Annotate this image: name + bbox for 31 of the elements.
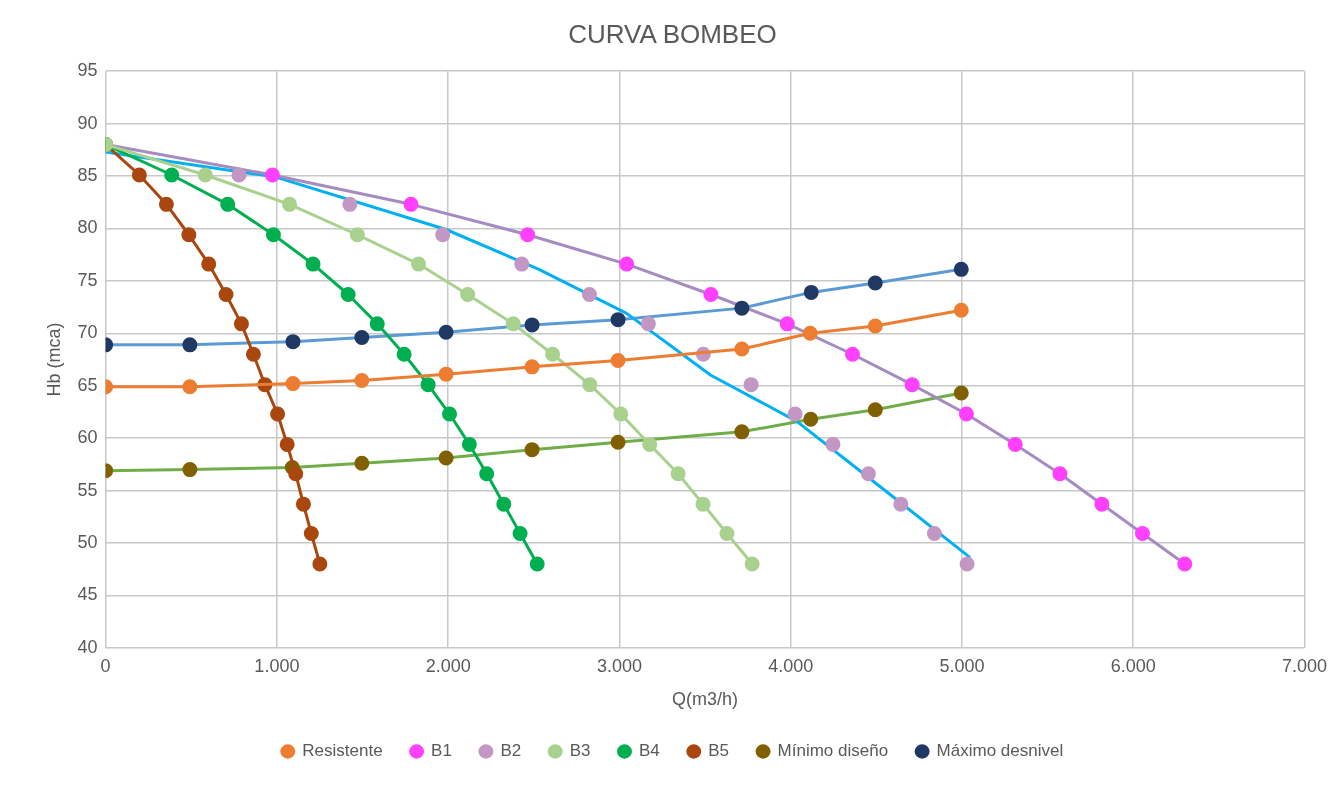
y-tick-label: 70 — [77, 322, 98, 343]
y-tick-label: 75 — [77, 269, 98, 290]
legend-label: Resistente — [302, 741, 383, 761]
y-tick-label: 65 — [77, 374, 98, 395]
y-tick-label: 90 — [77, 112, 98, 133]
y-tick-label: 85 — [77, 165, 98, 186]
legend-label: B4 — [638, 741, 660, 761]
x-tick-label: 5.000 — [939, 655, 985, 676]
y-tick-label: 55 — [77, 479, 98, 500]
y-tick-label: 50 — [77, 531, 98, 552]
x-tick-label: 2.000 — [425, 655, 471, 676]
legend-label: Máximo desnivel — [936, 741, 1064, 761]
legend-label: B5 — [708, 741, 730, 761]
x-axis-title: Q(m3/h) — [672, 689, 739, 710]
legend-label: B1 — [431, 741, 452, 761]
x-tick-label: 1.000 — [254, 655, 300, 676]
y-axis-title: Hb (mca) — [43, 322, 64, 397]
y-tick-label: 80 — [77, 217, 98, 238]
x-tick-label: 7.000 — [1281, 655, 1327, 676]
legend-label: B3 — [569, 741, 591, 761]
y-tick-label: 60 — [77, 427, 98, 448]
x-tick-label: 4.000 — [768, 655, 814, 676]
y-tick-label: 40 — [77, 636, 98, 657]
legend-label: B2 — [500, 741, 522, 761]
x-tick-label: 6.000 — [1110, 655, 1156, 676]
legend-label: Mínimo diseño — [777, 741, 889, 761]
y-tick-label: 45 — [77, 584, 98, 605]
y-tick-label: 95 — [77, 60, 98, 81]
x-tick-label: 0 — [100, 655, 111, 676]
x-tick-label: 3.000 — [596, 655, 642, 676]
chart-title: CURVA BOMBEO — [568, 18, 777, 49]
